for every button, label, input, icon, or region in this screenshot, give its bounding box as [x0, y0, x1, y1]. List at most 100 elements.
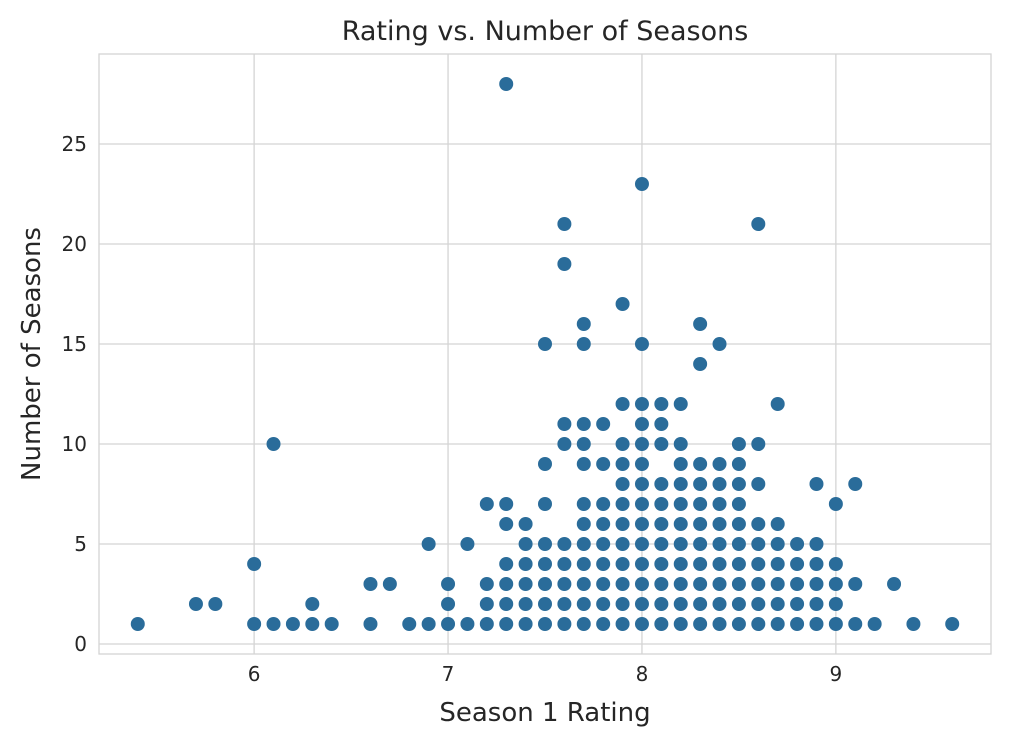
- data-point: [538, 537, 552, 551]
- data-point: [557, 217, 572, 231]
- y-tick-label: 25: [62, 132, 87, 156]
- data-point: [634, 397, 649, 411]
- data-point: [848, 617, 863, 631]
- data-point: [693, 517, 708, 531]
- data-point: [654, 557, 669, 571]
- x-tick-label: 7: [442, 662, 455, 686]
- data-point: [538, 597, 552, 611]
- data-point: [673, 577, 688, 591]
- data-point: [731, 437, 746, 451]
- data-point: [712, 477, 727, 491]
- data-point: [790, 537, 805, 551]
- data-point: [441, 597, 456, 611]
- data-point: [693, 557, 708, 571]
- data-point: [499, 597, 514, 611]
- data-point: [596, 577, 611, 591]
- data-point: [402, 617, 417, 631]
- data-point: [712, 337, 727, 351]
- data-point: [770, 557, 785, 571]
- data-point: [731, 497, 746, 511]
- data-point: [615, 437, 630, 451]
- data-point: [596, 517, 611, 531]
- data-point: [770, 597, 785, 611]
- data-point: [634, 577, 649, 591]
- plot-frame: [98, 53, 992, 655]
- data-point: [479, 597, 494, 611]
- data-point: [576, 617, 591, 631]
- data-point: [247, 617, 262, 631]
- data-point: [615, 477, 630, 491]
- x-tick-label: 9: [830, 662, 843, 686]
- data-point: [654, 517, 669, 531]
- data-point: [518, 517, 533, 531]
- x-tick-labels: 6 7 8 9: [248, 662, 842, 686]
- data-point: [557, 417, 572, 431]
- data-point: [731, 617, 746, 631]
- data-point: [518, 537, 533, 551]
- data-point: [576, 437, 591, 451]
- y-axis-label: Number of Seasons: [17, 227, 47, 481]
- data-point: [790, 557, 805, 571]
- data-point: [790, 617, 805, 631]
- data-point: [770, 397, 785, 411]
- data-point: [499, 497, 514, 511]
- data-point: [615, 597, 630, 611]
- chart-title: Rating vs. Number of Seasons: [342, 16, 749, 47]
- data-point: [266, 617, 281, 631]
- data-point: [615, 397, 630, 411]
- data-point: [576, 597, 591, 611]
- data-point: [421, 537, 436, 551]
- data-point: [906, 617, 921, 631]
- data-point: [945, 617, 960, 631]
- data-point: [751, 577, 766, 591]
- data-point: [596, 557, 611, 571]
- data-point: [634, 497, 649, 511]
- data-point: [770, 517, 785, 531]
- data-point: [596, 537, 611, 551]
- data-point: [654, 597, 669, 611]
- y-tick-label: 5: [74, 532, 87, 556]
- data-point: [731, 457, 746, 471]
- data-point: [809, 537, 824, 551]
- data-point: [576, 557, 591, 571]
- x-tick-label: 8: [636, 662, 649, 686]
- data-point: [479, 577, 494, 591]
- data-point: [421, 617, 436, 631]
- data-point: [673, 617, 688, 631]
- data-point: [576, 537, 591, 551]
- data-point: [654, 617, 669, 631]
- data-point: [751, 597, 766, 611]
- data-point: [305, 597, 320, 611]
- data-point: [557, 597, 572, 611]
- data-point: [848, 477, 863, 491]
- data-point: [285, 617, 300, 631]
- data-point: [557, 257, 572, 271]
- data-point: [751, 437, 766, 451]
- data-point: [809, 617, 824, 631]
- data-point: [499, 617, 514, 631]
- data-point: [596, 617, 611, 631]
- data-point: [441, 577, 456, 591]
- data-point: [751, 537, 766, 551]
- data-point: [790, 597, 805, 611]
- data-point: [615, 517, 630, 531]
- data-point: [266, 437, 281, 451]
- data-point: [634, 457, 649, 471]
- data-point: [538, 457, 552, 471]
- data-point: [596, 597, 611, 611]
- data-point: [615, 617, 630, 631]
- y-tick-label: 20: [62, 232, 87, 256]
- data-point: [867, 617, 882, 631]
- data-point: [518, 577, 533, 591]
- data-point: [634, 477, 649, 491]
- y-tick-labels: 0 5 10 15 20 25: [62, 132, 87, 656]
- data-point: [731, 537, 746, 551]
- data-point: [634, 617, 649, 631]
- data-point: [576, 497, 591, 511]
- data-point: [693, 357, 708, 371]
- data-point: [828, 577, 843, 591]
- data-point: [538, 557, 552, 571]
- data-point: [576, 417, 591, 431]
- data-point: [828, 617, 843, 631]
